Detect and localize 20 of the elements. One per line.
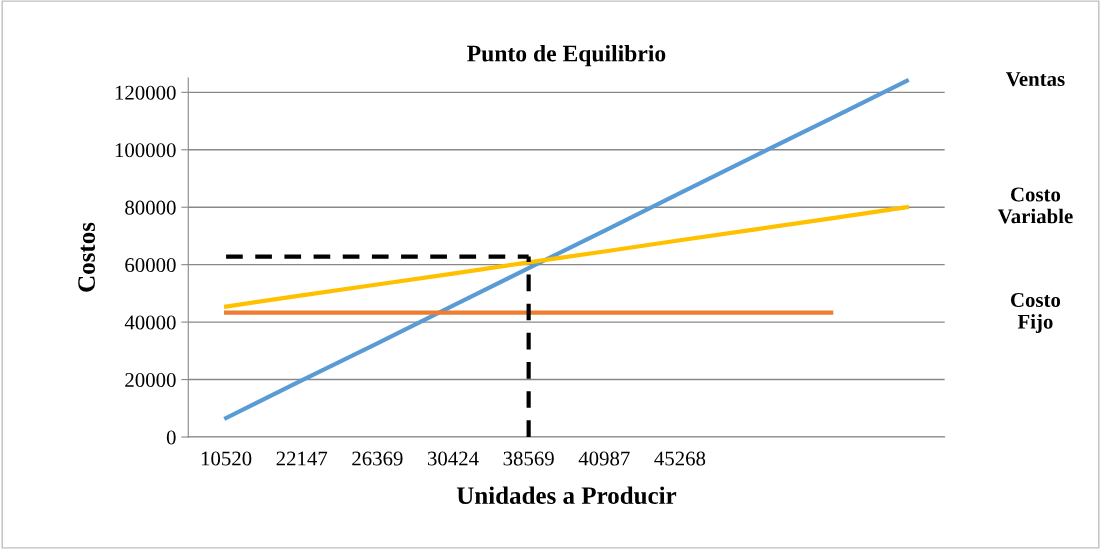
x-tick-label: 26369 (352, 451, 403, 466)
text: Costo Fijo (1010, 292, 1061, 333)
x-tick-label: 38569 (503, 451, 554, 466)
chart-title: Punto de Equilibrio (467, 44, 666, 67)
y-axis-title: Costos (78, 222, 95, 292)
x-tick-label: 40987 (578, 451, 630, 466)
y-tick-label: 40000 (124, 315, 176, 330)
y-tick-label: 100000 (115, 143, 176, 158)
x-tick-label: 30424 (427, 451, 479, 466)
y-tick-label: 60000 (125, 258, 176, 273)
text: Ventas (1005, 72, 1065, 87)
y-tick-label: 20000 (125, 372, 176, 387)
x-tick-label: 10520 (201, 451, 252, 466)
x-axis-title: Unidades a Producir (456, 486, 677, 505)
x-tick-label: 45268 (654, 451, 706, 466)
y-tick-label: 120000 (115, 85, 176, 100)
text: Costo Variable (997, 187, 1073, 224)
y-tick-label: 0 (166, 430, 176, 445)
x-tick-label: 22147 (276, 451, 328, 466)
y-tick-label: 80000 (125, 200, 176, 215)
